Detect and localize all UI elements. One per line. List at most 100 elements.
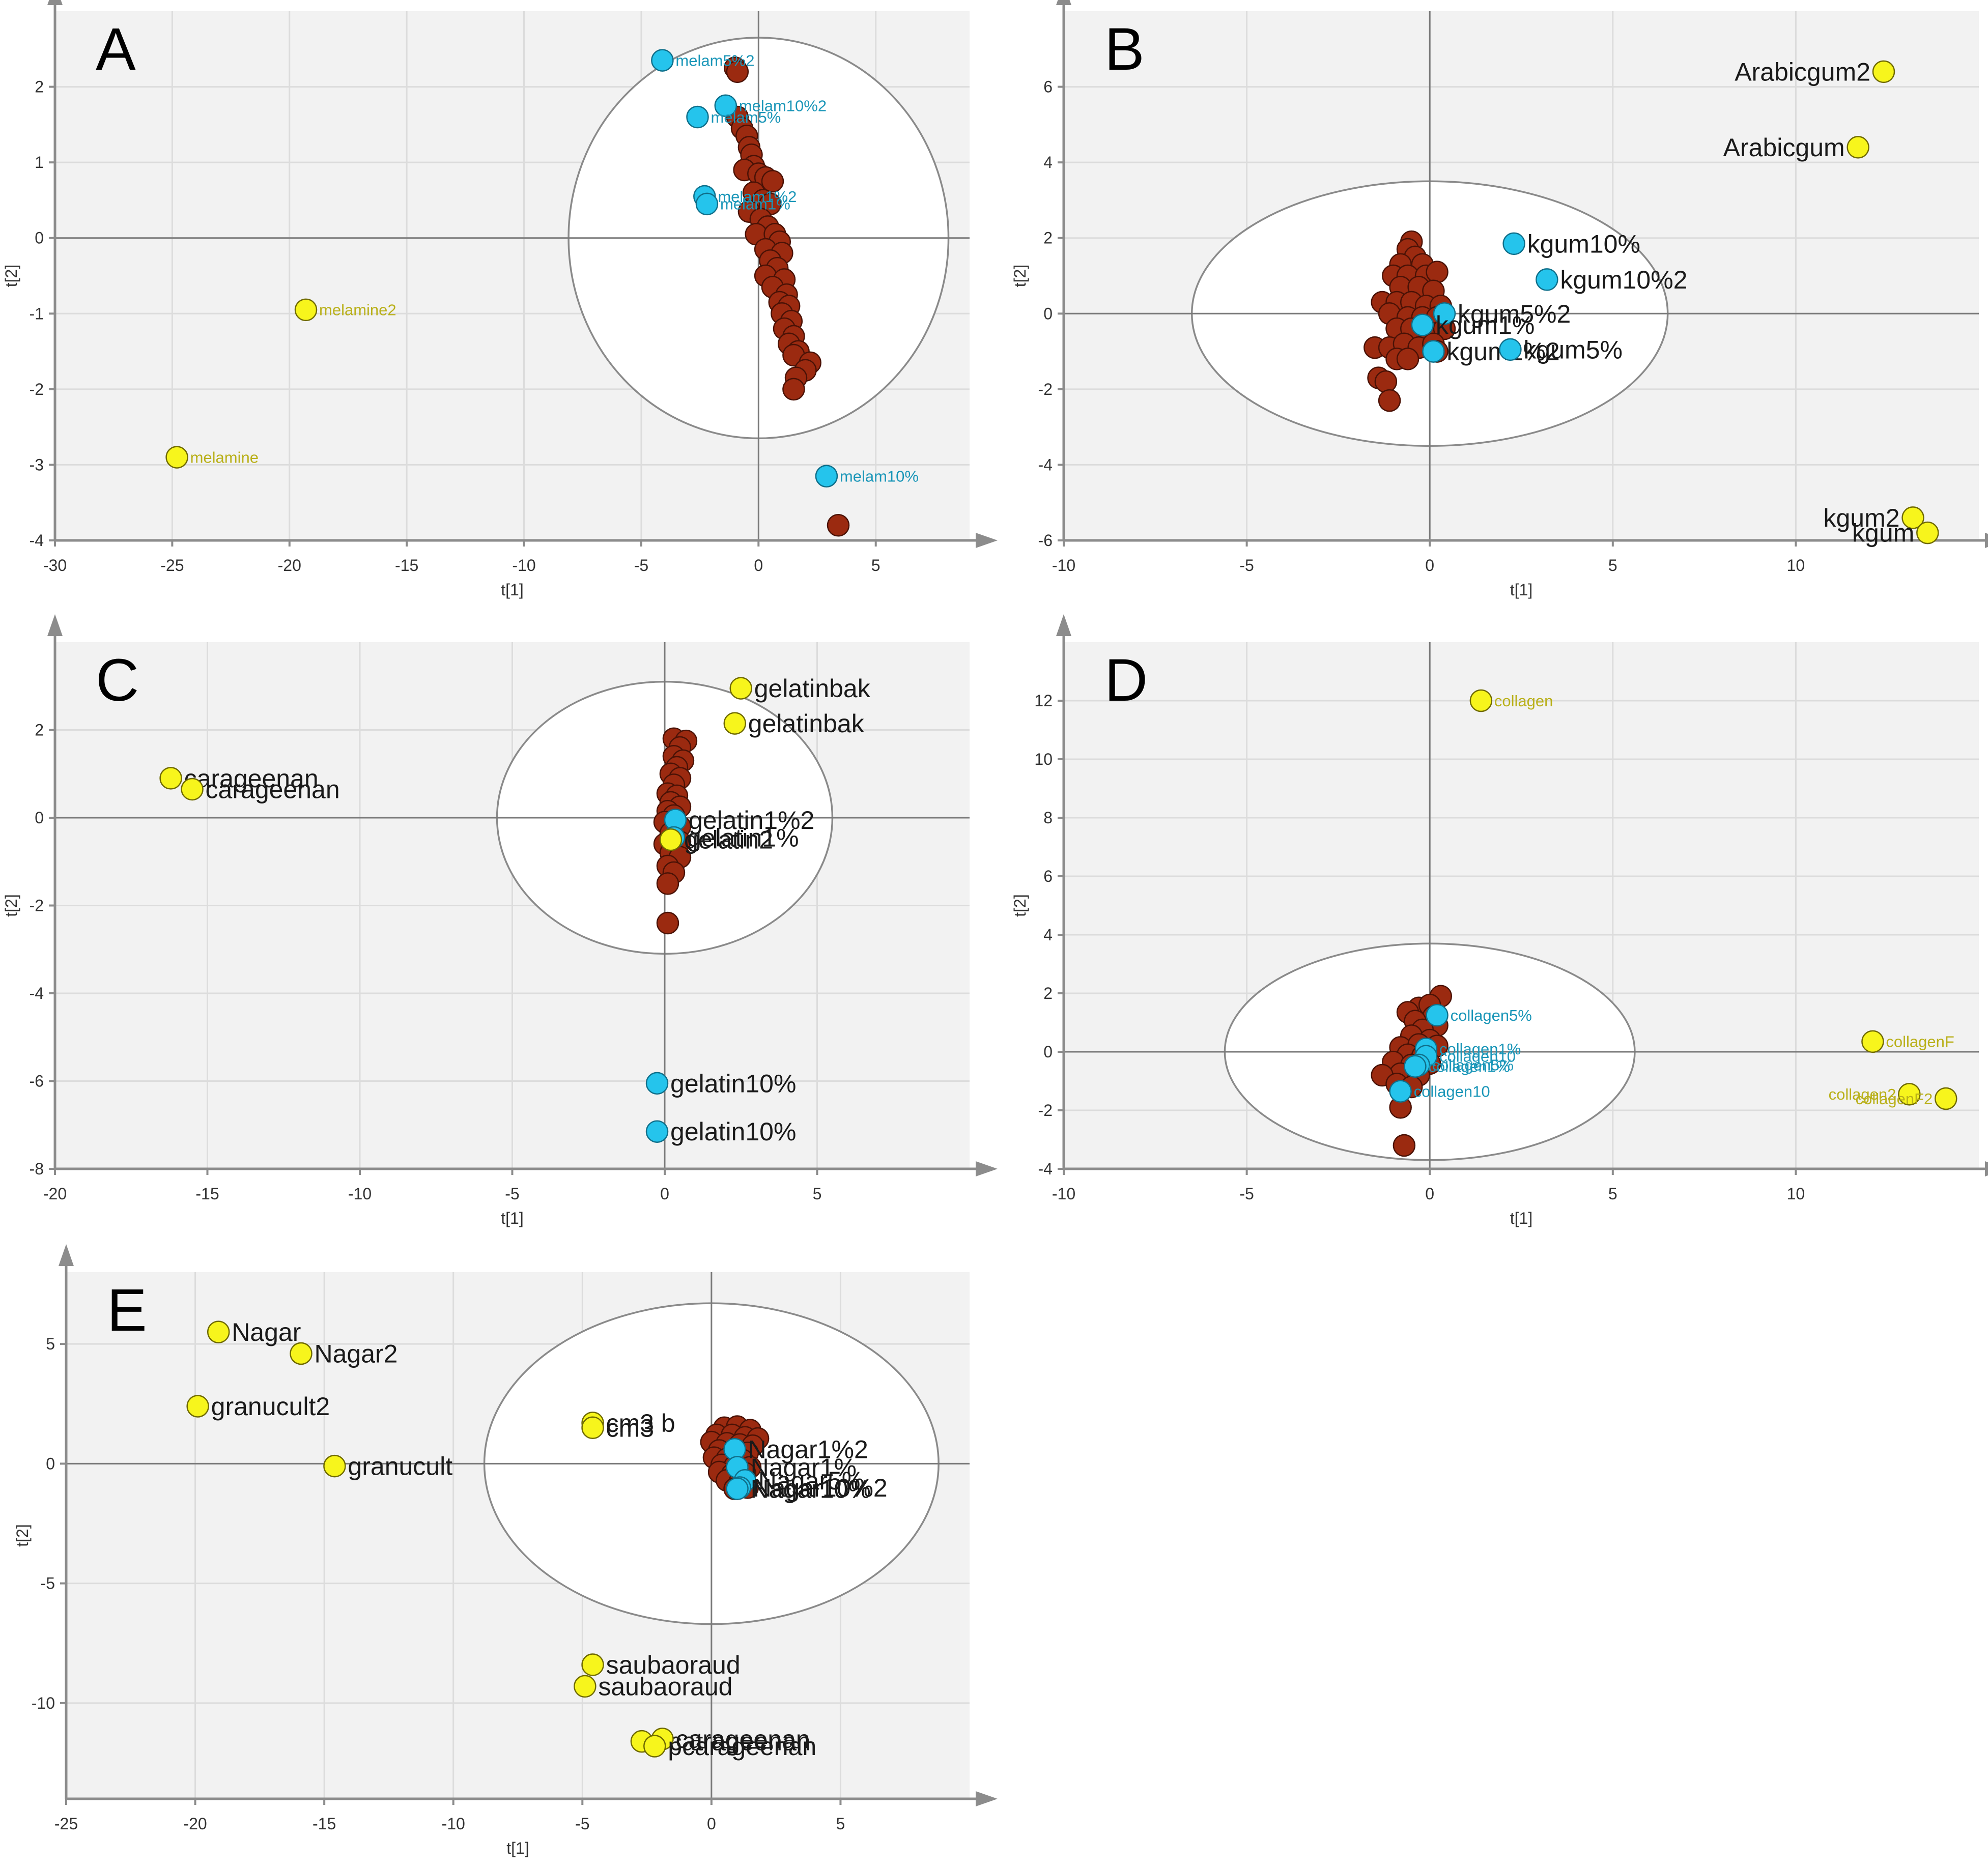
y-tick-label: -1 xyxy=(30,304,44,323)
point-label: gelatin1%2 xyxy=(689,806,814,835)
x-tick-label: -15 xyxy=(195,1185,219,1203)
x-tick-label: -10 xyxy=(442,1815,465,1833)
y-tick-label: -8 xyxy=(30,1160,44,1178)
x-tick-label: 0 xyxy=(707,1815,716,1833)
point-label: melamine2 xyxy=(319,301,396,319)
point-label: collagen1% xyxy=(1439,1040,1521,1058)
x-tick-label: 5 xyxy=(1608,1185,1617,1203)
y-tick-label: 2 xyxy=(1043,984,1053,1002)
labeled-point xyxy=(726,1477,749,1501)
labeled-point xyxy=(1411,313,1434,336)
x-axis-title: t[1] xyxy=(501,1209,523,1227)
x-axis-arrow xyxy=(976,1791,998,1806)
labeled-point xyxy=(1422,340,1445,363)
labeled-point xyxy=(645,1072,669,1095)
data-point xyxy=(1378,389,1401,412)
point-label: saubaoraud xyxy=(606,1651,741,1679)
x-tick-label: 0 xyxy=(660,1185,669,1203)
data-point xyxy=(1393,1134,1416,1157)
x-tick-label: 10 xyxy=(1787,556,1805,575)
point-label: collagen2 xyxy=(1829,1085,1896,1103)
y-tick-label: -5 xyxy=(41,1574,55,1593)
x-axis-title: t[1] xyxy=(1510,1209,1532,1227)
y-tick-label: 0 xyxy=(1043,1043,1053,1061)
panel-label: C xyxy=(96,647,139,714)
labeled-point xyxy=(1536,268,1558,291)
point-label: carageenan xyxy=(676,1725,810,1754)
point-label: gelatin10% xyxy=(670,1069,796,1098)
y-tick-label: 2 xyxy=(35,721,44,739)
y-tick-label: -2 xyxy=(1038,1101,1053,1119)
point-label: pcatrageenan xyxy=(655,1728,811,1756)
point-label: collagen10 xyxy=(1414,1082,1490,1100)
y-tick-label: -2 xyxy=(30,380,44,398)
y-tick-label: -4 xyxy=(30,984,44,1002)
x-axis-arrow xyxy=(1985,533,1988,548)
y-tick-label: 2 xyxy=(1043,229,1053,247)
point-label: saubaoraud xyxy=(598,1672,732,1701)
x-tick-label: -25 xyxy=(160,556,184,575)
x-tick-label: 5 xyxy=(836,1815,845,1833)
data-point xyxy=(1426,261,1449,283)
x-axis-title: t[1] xyxy=(506,1839,529,1857)
x-tick-label: 5 xyxy=(1608,556,1617,575)
x-axis-title: t[1] xyxy=(501,581,523,599)
point-label: collagenF2 xyxy=(1856,1090,1933,1108)
point-label: gelatinbak xyxy=(748,709,865,738)
point-label: Nagar10% xyxy=(751,1475,871,1503)
point-label: kgum10%2 xyxy=(1560,266,1687,294)
point-label: collagen1% xyxy=(1428,1058,1510,1076)
x-tick-label: -5 xyxy=(575,1815,589,1833)
x-tick-label: -5 xyxy=(1239,556,1254,575)
y-tick-label: 8 xyxy=(1043,809,1053,827)
data-point xyxy=(726,60,749,83)
y-tick-label: 12 xyxy=(1034,692,1053,710)
y-tick-label: -6 xyxy=(1038,531,1053,550)
point-label: melam5% xyxy=(711,108,781,126)
labeled-point xyxy=(643,1735,666,1758)
x-axis-arrow xyxy=(976,1161,998,1176)
point-label: melam10% xyxy=(840,468,919,485)
y-tick-label: 6 xyxy=(1043,867,1053,885)
x-tick-label: -5 xyxy=(634,556,648,575)
data-point xyxy=(761,170,784,193)
labeled-point xyxy=(1847,136,1869,159)
x-tick-label: -20 xyxy=(43,1185,67,1203)
x-tick-label: -15 xyxy=(395,556,418,575)
point-label: collagen5% xyxy=(1432,1056,1514,1074)
labeled-point xyxy=(294,298,318,322)
panel-d: -10 -5 0 5 10 -4 -2 0 2 4 6 8 10 12 t[1] t[2] collagen co… xyxy=(1011,614,1988,1227)
y-tick-label: 10 xyxy=(1034,750,1053,768)
point-label: kgum5% xyxy=(1523,335,1623,364)
x-tick-label: 0 xyxy=(1425,556,1434,575)
x-tick-label: -10 xyxy=(1052,556,1075,575)
point-label: gelatin2 xyxy=(684,826,773,854)
data-point xyxy=(656,872,679,895)
data-point xyxy=(827,514,850,537)
labeled-point xyxy=(574,1675,597,1698)
labeled-point xyxy=(207,1320,230,1343)
x-tick-label: -20 xyxy=(183,1815,207,1833)
y-tick-label: 0 xyxy=(1043,304,1053,323)
point-label: melam5%2 xyxy=(675,51,754,69)
labeled-point xyxy=(181,778,204,801)
point-label: kgum2 xyxy=(1823,504,1899,532)
labeled-point xyxy=(159,767,182,790)
labeled-point xyxy=(1433,302,1456,325)
y-tick-label: 2 xyxy=(35,78,44,96)
data-point xyxy=(656,911,679,935)
point-label: collagenF xyxy=(1886,1033,1954,1051)
panel-label: B xyxy=(1104,16,1145,83)
labeled-point xyxy=(1935,1087,1957,1110)
labeled-point xyxy=(695,192,719,216)
x-axis-arrow xyxy=(1985,1161,1988,1176)
point-label: collagen10 xyxy=(1439,1047,1516,1065)
labeled-point xyxy=(1389,1080,1412,1103)
labeled-point xyxy=(729,677,752,700)
point-label: cm3 xyxy=(606,1414,654,1442)
panel-e: -25 -20 -15 -10 -5 0 5 -10 -5 0 5 t[1] t[2] Nagar Naga… xyxy=(13,1244,998,1857)
labeled-point xyxy=(1861,1030,1884,1053)
labeled-point xyxy=(290,1342,313,1365)
labeled-point xyxy=(659,828,683,851)
labeled-point xyxy=(323,1454,346,1478)
